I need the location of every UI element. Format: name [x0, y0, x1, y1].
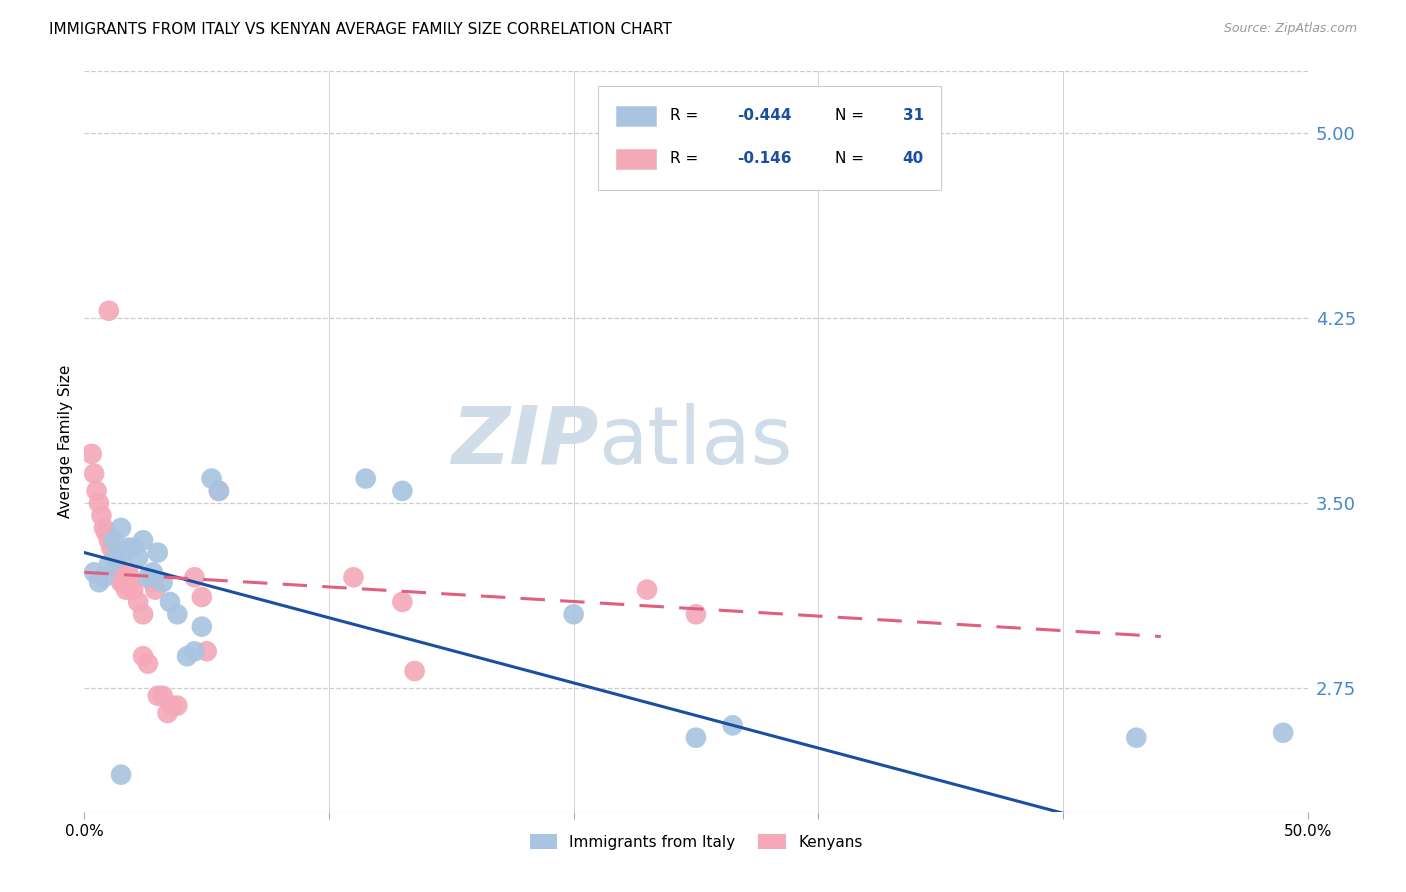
Point: [1125, 731, 1147, 745]
Point: [110, 521, 132, 535]
Point: [146, 689, 169, 703]
Point: [86, 483, 108, 498]
Point: [107, 566, 129, 580]
Text: ZIP: ZIP: [451, 402, 598, 481]
Point: [80, 447, 103, 461]
FancyBboxPatch shape: [616, 149, 655, 169]
Point: [127, 550, 149, 565]
Point: [122, 582, 145, 597]
Point: [391, 595, 413, 609]
Point: [562, 607, 585, 622]
Point: [183, 644, 205, 658]
Point: [159, 595, 181, 609]
Y-axis label: Average Family Size: Average Family Size: [58, 365, 73, 518]
Point: [97, 533, 120, 548]
Point: [103, 550, 125, 565]
Point: [636, 582, 658, 597]
Point: [122, 541, 145, 555]
Point: [97, 558, 120, 572]
Point: [132, 607, 155, 622]
Point: [162, 698, 184, 713]
Point: [191, 590, 214, 604]
Point: [112, 546, 135, 560]
Point: [115, 582, 138, 597]
Point: [120, 575, 142, 590]
Point: [110, 767, 132, 781]
Point: [87, 575, 110, 590]
Point: [685, 607, 707, 622]
Point: [87, 496, 110, 510]
Point: [96, 525, 118, 540]
Point: [143, 582, 166, 597]
Point: [110, 570, 132, 584]
Point: [93, 570, 115, 584]
Point: [166, 607, 188, 622]
Point: [208, 483, 231, 498]
Point: [208, 483, 231, 498]
Point: [156, 706, 179, 720]
Text: -0.146: -0.146: [738, 152, 792, 166]
Point: [1272, 725, 1295, 739]
Text: R =: R =: [671, 152, 709, 166]
Point: [195, 644, 218, 658]
Point: [721, 718, 744, 732]
Text: atlas: atlas: [598, 402, 793, 481]
Point: [117, 566, 139, 580]
Point: [142, 575, 165, 590]
Point: [685, 731, 707, 745]
Point: [132, 649, 155, 664]
Text: N =: N =: [835, 108, 869, 123]
Point: [166, 698, 188, 713]
FancyBboxPatch shape: [616, 106, 655, 126]
Point: [100, 541, 122, 555]
Point: [136, 657, 159, 671]
Point: [152, 689, 174, 703]
Point: [354, 471, 377, 485]
Point: [142, 566, 165, 580]
Text: Source: ZipAtlas.com: Source: ZipAtlas.com: [1223, 22, 1357, 36]
Point: [391, 483, 413, 498]
Point: [146, 546, 169, 560]
Point: [110, 575, 132, 590]
Point: [103, 533, 125, 548]
Point: [176, 649, 198, 664]
Text: IMMIGRANTS FROM ITALY VS KENYAN AVERAGE FAMILY SIZE CORRELATION CHART: IMMIGRANTS FROM ITALY VS KENYAN AVERAGE …: [49, 22, 672, 37]
Point: [404, 664, 426, 678]
Point: [83, 566, 105, 580]
Point: [93, 521, 115, 535]
Point: [136, 570, 159, 584]
Point: [191, 619, 214, 633]
Point: [132, 533, 155, 548]
Point: [112, 575, 135, 590]
Text: 40: 40: [903, 152, 924, 166]
Point: [200, 471, 222, 485]
Point: [105, 550, 128, 565]
Point: [127, 595, 149, 609]
Point: [152, 575, 174, 590]
Point: [342, 570, 364, 584]
Point: [105, 558, 128, 572]
Text: -0.444: -0.444: [738, 108, 792, 123]
Legend: Immigrants from Italy, Kenyans: Immigrants from Italy, Kenyans: [523, 828, 869, 856]
Text: R =: R =: [671, 108, 703, 123]
FancyBboxPatch shape: [598, 87, 941, 190]
Point: [183, 570, 205, 584]
Point: [97, 303, 120, 318]
Text: 31: 31: [903, 108, 924, 123]
Point: [117, 541, 139, 555]
Point: [83, 467, 105, 481]
Text: N =: N =: [835, 152, 869, 166]
Point: [90, 508, 112, 523]
